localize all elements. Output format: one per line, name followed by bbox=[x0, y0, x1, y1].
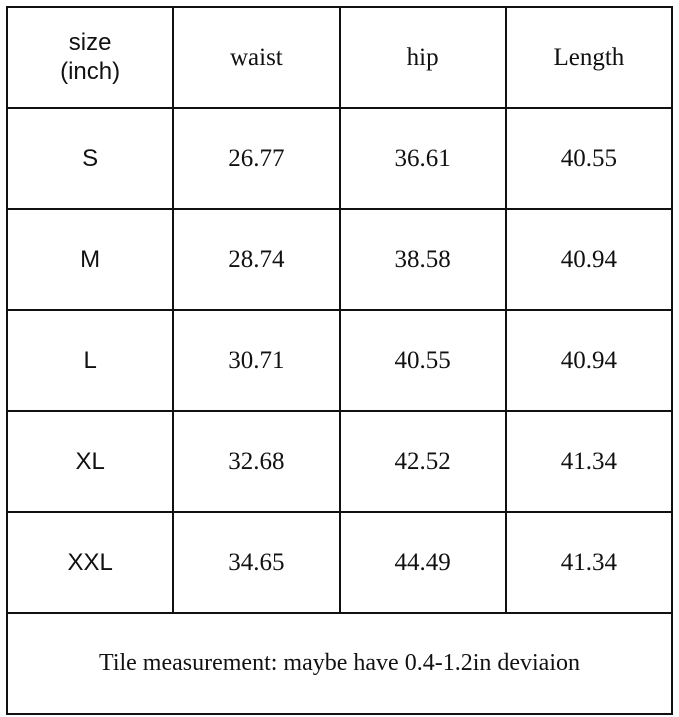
measure-cell: 40.94 bbox=[504, 309, 674, 412]
measure-cell: 32.68 bbox=[172, 410, 341, 513]
size-row: XL 32.68 42.52 41.34 bbox=[5, 410, 674, 513]
measure-cell: 28.74 bbox=[172, 208, 341, 311]
note: Tile measurement: maybe have 0.4-1.2in d… bbox=[6, 612, 673, 715]
size-table: size (inch) waist hip Length S 26.77 36.61 40.5… bbox=[5, 6, 674, 715]
measure-cell: 38.58 bbox=[338, 208, 507, 311]
table-body: size (inch) waist hip Length S 26.77 36.61 40.5… bbox=[5, 6, 674, 715]
measure-cell: 40.55 bbox=[504, 107, 674, 210]
measure-cell: 36.61 bbox=[338, 107, 507, 210]
measure-cell: 44.49 bbox=[338, 511, 507, 614]
size-row: S 26.77 36.61 40.55 bbox=[5, 107, 674, 210]
measure-cell: 26.77 bbox=[172, 107, 341, 210]
header-cell: waist bbox=[172, 6, 341, 109]
size-row: M 28.74 38.58 40.94 bbox=[5, 208, 674, 311]
measure-cell: 41.34 bbox=[504, 511, 674, 614]
size-cell: S bbox=[5, 107, 175, 210]
measure-cell: 34.65 bbox=[172, 511, 341, 614]
measure-cell: 42.52 bbox=[338, 410, 507, 513]
measure-cell: 40.55 bbox=[338, 309, 507, 412]
note-row: Tile measurement: maybe have 0.4-1.2in d… bbox=[6, 612, 673, 715]
header-row: size (inch) waist hip Length bbox=[5, 6, 674, 109]
measure-cell: 41.34 bbox=[504, 410, 674, 513]
header-cell: Length bbox=[504, 6, 674, 109]
measure-cell: 40.94 bbox=[504, 208, 674, 311]
size-row: L 30.71 40.55 40.94 bbox=[5, 309, 674, 412]
measure-cell: 30.71 bbox=[172, 309, 341, 412]
size-cell: L bbox=[5, 309, 175, 412]
size-cell: XXL bbox=[5, 511, 175, 614]
size-cell: XL bbox=[5, 410, 175, 513]
size-cell: M bbox=[5, 208, 175, 311]
header-cell: hip bbox=[338, 6, 507, 109]
header-cell: size (inch) bbox=[5, 6, 175, 109]
size-row: XXL 34.65 44.49 41.34 bbox=[5, 511, 674, 614]
